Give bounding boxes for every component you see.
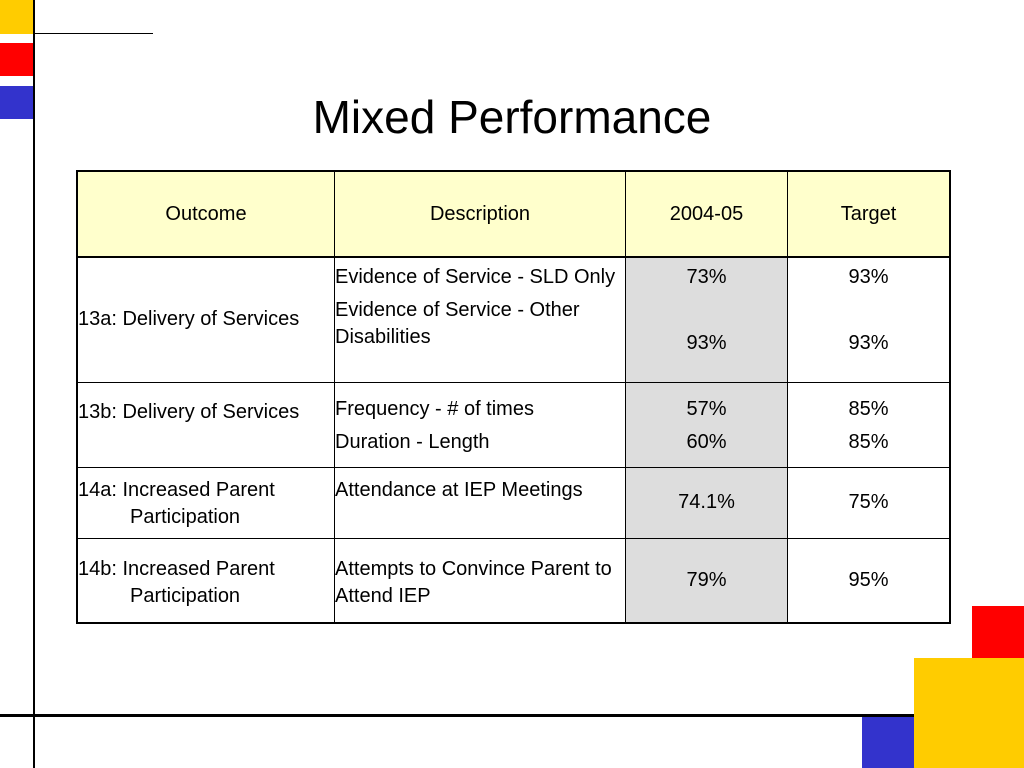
target-value: 93% [848, 332, 889, 354]
value-2004-05-cell: 74.1% [625, 466, 788, 539]
value-2004-05: 73% [686, 266, 727, 288]
decor-yellow-square-top [0, 0, 33, 34]
description-line: Frequency - # of times [335, 397, 534, 420]
target-value: 93% [848, 266, 889, 288]
description-line: Duration - Length [335, 430, 490, 453]
table-row: 14a: Increased Parent Participation Atte… [76, 466, 951, 539]
value-2004-05: 79% [686, 568, 727, 591]
outcome-cell: 13b: Delivery of Services [76, 381, 335, 468]
table-header-row: Outcome Description 2004-05 Target [76, 170, 951, 258]
target-value: 75% [848, 491, 889, 513]
header-target: Target [787, 170, 951, 258]
header-description: Description [334, 170, 626, 258]
value-2004-05: 60% [686, 430, 727, 453]
table-row: 13a: Delivery of Services Evidence of Se… [76, 256, 951, 383]
outcome-cell: 13a: Delivery of Services [76, 256, 335, 383]
description-cell: Evidence of Service - SLD Only Evidence … [334, 256, 626, 383]
outcome-label: 13b: Delivery of Services [78, 400, 300, 423]
description-line: Evidence of Service - SLD Only [335, 266, 616, 288]
decor-bottom-rule [0, 714, 914, 717]
description-line: Attempts to Convince Parent to Attend IE… [335, 557, 612, 607]
decor-top-rule [33, 33, 153, 34]
outcome-cell: 14b: Increased Parent Participation [76, 537, 335, 624]
outcome-label: 14b: Increased Parent Participation [78, 557, 275, 607]
value-2004-05-cell: 73% 93% [625, 256, 788, 383]
description-line: Attendance at IEP Meetings [335, 478, 583, 501]
decor-blue-square-top [0, 86, 33, 119]
target-value: 85% [848, 430, 889, 453]
outcome-cell: 14a: Increased Parent Participation [76, 466, 335, 539]
description-cell: Frequency - # of times Duration - Length [334, 381, 626, 468]
decor-yellow-square-bottom [914, 658, 1024, 768]
description-line: Evidence of Service - Other Disabilities [335, 299, 580, 348]
target-value: 95% [848, 568, 889, 591]
header-2004-05: 2004-05 [625, 170, 788, 258]
decor-red-square-bottom [972, 606, 1024, 658]
target-cell: 75% [787, 466, 951, 539]
decor-red-square-top [0, 43, 33, 76]
target-cell: 93% 93% [787, 256, 951, 383]
slide-title: Mixed Performance [312, 91, 712, 143]
value-2004-05: 57% [686, 397, 727, 420]
description-cell: Attendance at IEP Meetings [334, 466, 626, 539]
table-row: 13b: Delivery of Services Frequency - # … [76, 381, 951, 468]
decor-vertical-rule [33, 0, 35, 768]
table-row: 14b: Increased Parent Participation Atte… [76, 537, 951, 624]
value-2004-05-cell: 57% 60% [625, 381, 788, 468]
performance-table: Outcome Description 2004-05 Target 13a: … [76, 170, 951, 624]
description-cell: Attempts to Convince Parent to Attend IE… [334, 537, 626, 624]
value-2004-05: 74.1% [678, 491, 735, 513]
value-2004-05-cell: 79% [625, 537, 788, 624]
decor-blue-square-bottom [862, 717, 914, 768]
target-value: 85% [848, 397, 889, 420]
target-cell: 95% [787, 537, 951, 624]
outcome-label: 14a: Increased Parent Participation [78, 478, 275, 528]
header-outcome: Outcome [76, 170, 335, 258]
value-2004-05: 93% [686, 332, 727, 354]
target-cell: 85% 85% [787, 381, 951, 468]
outcome-label: 13a: Delivery of Services [78, 308, 300, 331]
